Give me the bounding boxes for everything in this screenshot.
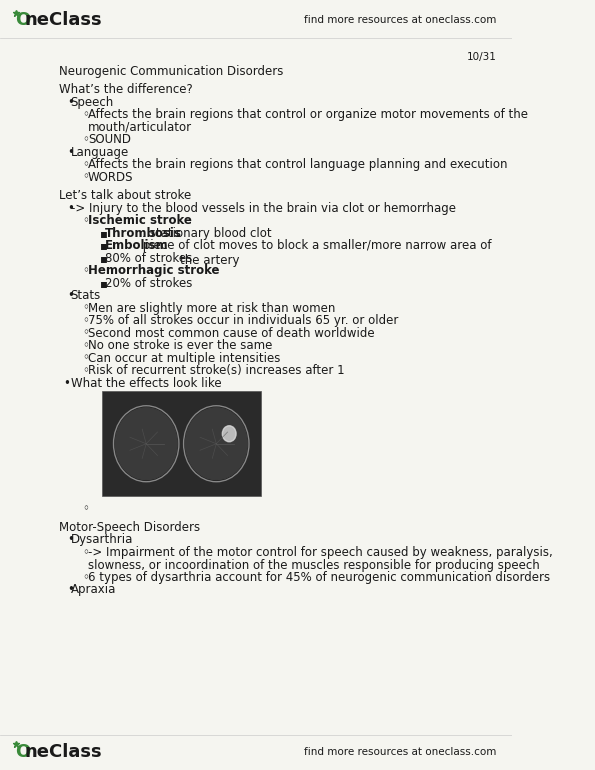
Text: 20% of strokes: 20% of strokes	[105, 276, 192, 290]
Text: ◦: ◦	[83, 352, 89, 365]
Text: -> Injury to the blood vessels in the brain via clot or hemorrhage: -> Injury to the blood vessels in the br…	[71, 202, 456, 215]
Text: 10/31: 10/31	[467, 52, 497, 62]
Text: •: •	[67, 290, 74, 303]
Text: Motor-Speech Disorders: Motor-Speech Disorders	[58, 521, 200, 534]
Text: •: •	[67, 584, 74, 597]
Text: find more resources at oneclass.com: find more resources at oneclass.com	[305, 15, 497, 25]
Text: What’s the difference?: What’s the difference?	[58, 83, 192, 96]
Text: ◦: ◦	[83, 108, 89, 121]
Text: ◦: ◦	[83, 133, 89, 146]
Text: WORDS: WORDS	[88, 170, 133, 183]
Text: Dysarthria: Dysarthria	[71, 534, 133, 547]
Text: ◦: ◦	[83, 571, 89, 584]
Text: ▪: ▪	[100, 239, 108, 253]
Text: •: •	[67, 95, 74, 109]
Text: find more resources at oneclass.com: find more resources at oneclass.com	[305, 747, 497, 757]
Text: ◦: ◦	[83, 502, 89, 515]
Text: Apraxia: Apraxia	[71, 584, 116, 597]
Text: O: O	[15, 11, 31, 29]
Text: No one stroke is ever the same: No one stroke is ever the same	[88, 340, 272, 352]
Text: •: •	[67, 534, 74, 547]
Text: -> Impairment of the motor control for speech caused by weakness, paralysis,: -> Impairment of the motor control for s…	[88, 546, 553, 559]
Circle shape	[114, 406, 179, 482]
Text: 6 types of dysarthria account for 45% of neurogenic communication disorders: 6 types of dysarthria account for 45% of…	[88, 571, 550, 584]
Text: Speech: Speech	[71, 95, 114, 109]
Text: Stats: Stats	[71, 290, 101, 303]
Text: ◦: ◦	[83, 214, 89, 227]
Text: Neurogenic Communication Disorders: Neurogenic Communication Disorders	[58, 65, 283, 78]
Text: •: •	[67, 202, 74, 215]
Text: ◦: ◦	[83, 340, 89, 352]
Text: SOUND: SOUND	[88, 133, 131, 146]
Text: Affects the brain regions that control or organize motor movements of the: Affects the brain regions that control o…	[88, 108, 528, 121]
Text: •: •	[67, 146, 74, 159]
Circle shape	[115, 408, 177, 480]
Text: Embolism: Embolism	[105, 239, 168, 253]
Text: Second most common cause of death worldwide: Second most common cause of death worldw…	[88, 326, 374, 340]
Text: 80% of strokes: 80% of strokes	[105, 252, 192, 265]
Text: neClass: neClass	[24, 743, 102, 761]
Text: ◦: ◦	[83, 326, 89, 340]
Text: Let’s talk about stroke: Let’s talk about stroke	[58, 189, 191, 203]
Text: •: •	[64, 377, 71, 390]
Text: O: O	[15, 743, 31, 761]
Circle shape	[223, 426, 236, 442]
Text: ◦: ◦	[83, 546, 89, 559]
Text: Men are slightly more at risk than women: Men are slightly more at risk than women	[88, 302, 335, 315]
FancyBboxPatch shape	[102, 391, 261, 496]
Circle shape	[185, 408, 248, 480]
Text: Thrombosis: Thrombosis	[105, 226, 182, 239]
Text: ▪: ▪	[100, 252, 108, 265]
Text: 75% of all strokes occur in individuals 65 yr. or older: 75% of all strokes occur in individuals …	[88, 314, 398, 327]
Text: ▪: ▪	[100, 226, 108, 239]
Text: ▪: ▪	[100, 276, 108, 290]
Text: What the effects look like: What the effects look like	[71, 377, 221, 390]
Text: slowness, or incoordination of the muscles responsible for producing speech: slowness, or incoordination of the muscl…	[88, 558, 540, 571]
Text: ◦: ◦	[83, 264, 89, 277]
Text: Ischemic stroke: Ischemic stroke	[88, 214, 192, 227]
Text: ◦: ◦	[83, 364, 89, 377]
Text: Hemorrhagic stroke: Hemorrhagic stroke	[88, 264, 220, 277]
Text: ◦: ◦	[83, 158, 89, 171]
Text: ◦: ◦	[83, 302, 89, 315]
Text: : piece of clot moves to block a smaller/more narrow area of
            the art: : piece of clot moves to block a smaller…	[134, 239, 491, 267]
Text: Affects the brain regions that control language planning and execution: Affects the brain regions that control l…	[88, 158, 508, 171]
Text: Language: Language	[71, 146, 129, 159]
Text: mouth/articulator: mouth/articulator	[88, 120, 192, 133]
Text: ◦: ◦	[83, 314, 89, 327]
Text: ◦: ◦	[83, 170, 89, 183]
Text: neClass: neClass	[24, 11, 102, 29]
Text: : stationary blood clot: : stationary blood clot	[142, 226, 272, 239]
Text: Can occur at multiple intensities: Can occur at multiple intensities	[88, 352, 280, 365]
Text: Risk of recurrent stroke(s) increases after 1: Risk of recurrent stroke(s) increases af…	[88, 364, 345, 377]
Circle shape	[184, 406, 249, 482]
